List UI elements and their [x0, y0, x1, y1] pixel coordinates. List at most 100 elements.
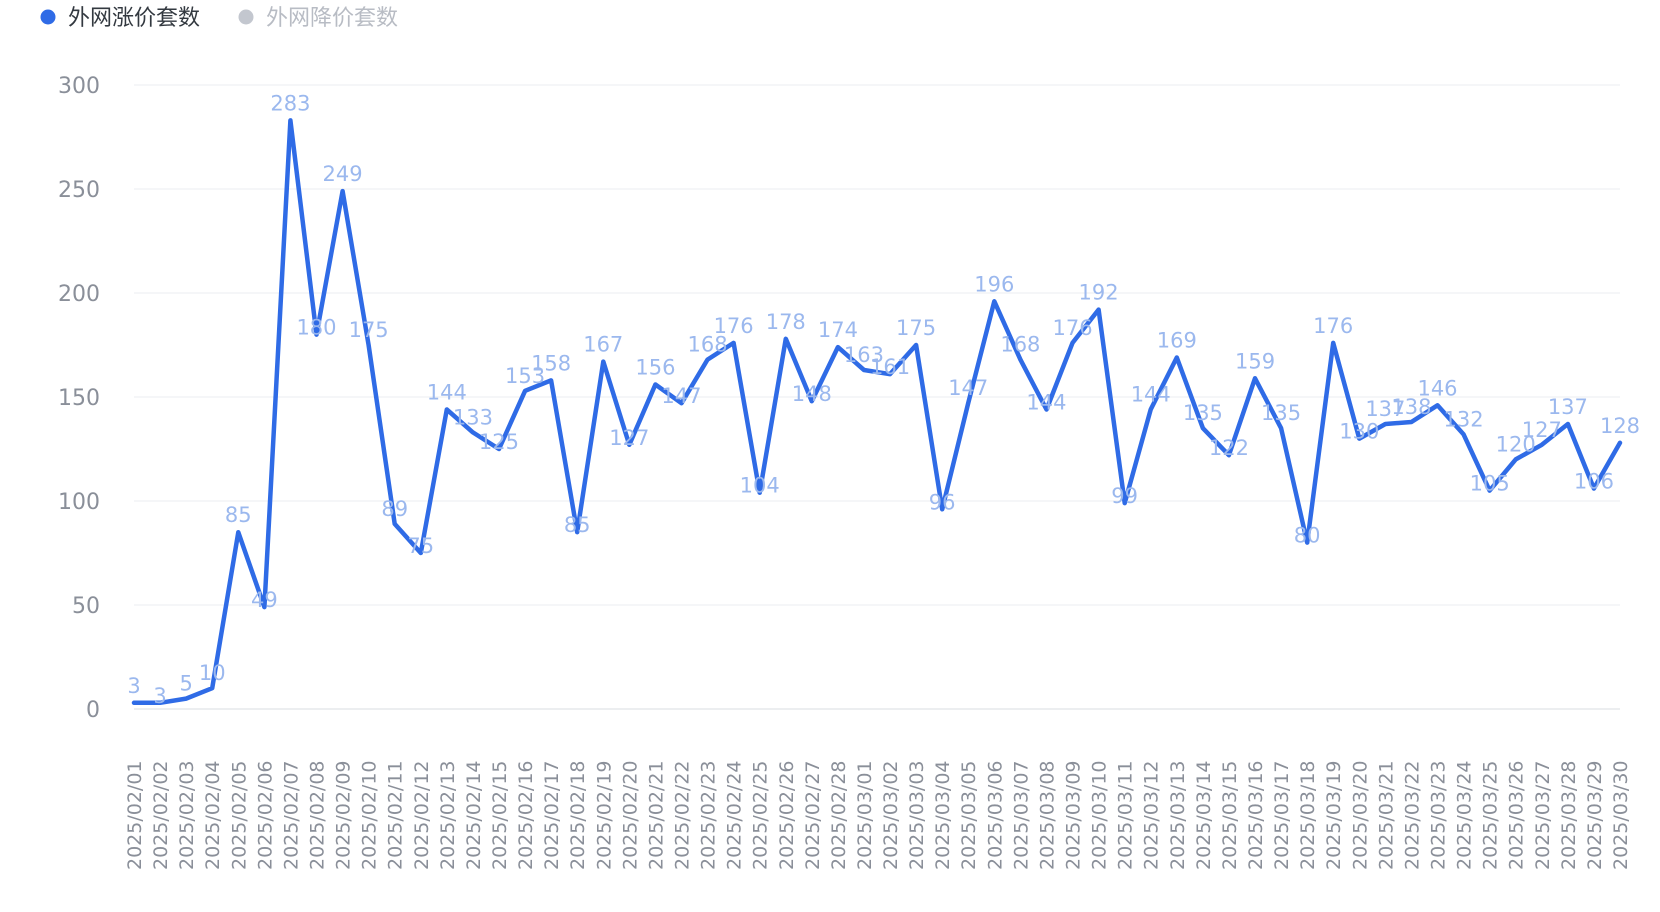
data-label-17: 85 — [564, 513, 591, 537]
data-label-13: 133 — [453, 405, 493, 429]
x-tick-label-28: 2025/03/01 — [854, 760, 876, 870]
x-tick-label-33: 2025/03/06 — [984, 760, 1006, 870]
data-label-4: 85 — [225, 503, 252, 527]
x-tick-label-41: 2025/03/14 — [1193, 760, 1215, 870]
legend[interactable]: 外网涨价套数 外网降价套数 — [40, 6, 399, 31]
data-label-37: 192 — [1079, 281, 1119, 305]
x-tick-label-45: 2025/03/18 — [1297, 760, 1319, 870]
data-label-55: 137 — [1548, 395, 1588, 419]
x-tick-label-55: 2025/03/28 — [1558, 760, 1580, 870]
x-tick-label-49: 2025/03/22 — [1401, 760, 1423, 870]
x-tick-label-11: 2025/02/12 — [411, 760, 433, 870]
data-label-2: 5 — [179, 672, 192, 696]
y-tick-label-50: 50 — [72, 594, 100, 619]
y-tick-label-0: 0 — [86, 698, 100, 723]
data-label-27: 174 — [818, 318, 858, 342]
y-tick-label-300: 300 — [58, 74, 100, 99]
data-label-38: 99 — [1111, 484, 1138, 508]
x-tick-label-56: 2025/03/29 — [1584, 760, 1606, 870]
data-label-18: 167 — [583, 333, 623, 357]
data-label-12: 144 — [427, 380, 467, 404]
x-tick-label-13: 2025/02/14 — [463, 760, 485, 870]
x-tick-label-44: 2025/03/17 — [1271, 760, 1293, 870]
x-tick-label-50: 2025/03/23 — [1428, 760, 1450, 870]
data-label-1: 3 — [153, 684, 166, 708]
x-tick-label-42: 2025/03/15 — [1219, 760, 1241, 870]
x-tick-label-48: 2025/03/21 — [1375, 760, 1397, 870]
data-label-14: 125 — [479, 430, 519, 454]
x-tick-label-8: 2025/02/09 — [333, 760, 355, 870]
data-label-45: 80 — [1294, 524, 1321, 548]
x-tick-label-3: 2025/02/04 — [202, 760, 224, 870]
x-axis: 2025/02/01 2025/02/02 2025/02/03 2025/02/04… — [124, 760, 1632, 870]
data-label-53: 120 — [1496, 432, 1536, 456]
legend-label-0[interactable]: 外网涨价套数 — [68, 6, 200, 31]
x-tick-label-51: 2025/03/24 — [1454, 760, 1476, 870]
data-label-54: 127 — [1522, 418, 1562, 442]
x-tick-label-54: 2025/03/27 — [1532, 760, 1554, 870]
x-tick-label-10: 2025/02/11 — [385, 760, 407, 870]
x-tick-label-39: 2025/03/12 — [1141, 760, 1163, 870]
x-tick-label-0: 2025/02/01 — [124, 760, 146, 870]
data-label-25: 178 — [766, 310, 806, 334]
x-tick-label-22: 2025/02/23 — [698, 760, 720, 870]
data-label-5: 49 — [251, 588, 278, 612]
x-tick-label-15: 2025/02/16 — [515, 760, 537, 870]
data-label-46: 176 — [1313, 314, 1353, 338]
data-label-56: 106 — [1574, 470, 1614, 494]
data-label-0: 3 — [127, 674, 140, 698]
x-tick-label-34: 2025/03/07 — [1010, 760, 1032, 870]
x-tick-label-26: 2025/02/27 — [802, 760, 824, 870]
x-tick-label-53: 2025/03/26 — [1506, 760, 1528, 870]
y-tick-label-250: 250 — [58, 178, 100, 203]
data-label-44: 135 — [1261, 401, 1301, 425]
x-tick-label-18: 2025/02/19 — [593, 760, 615, 870]
data-label-40: 169 — [1157, 328, 1197, 352]
series-layer — [131, 118, 1623, 706]
x-tick-label-2: 2025/02/03 — [176, 760, 198, 870]
x-tick-label-17: 2025/02/18 — [567, 760, 589, 870]
x-tick-label-25: 2025/02/26 — [776, 760, 798, 870]
x-tick-label-16: 2025/02/17 — [541, 760, 563, 870]
data-label-10: 89 — [381, 497, 408, 521]
series-line — [131, 118, 1623, 706]
x-tick-label-36: 2025/03/09 — [1063, 760, 1085, 870]
x-tick-label-21: 2025/02/22 — [671, 760, 693, 870]
legend-marker-0[interactable] — [40, 9, 56, 25]
x-tick-label-46: 2025/03/19 — [1323, 760, 1345, 870]
x-tick-label-12: 2025/02/13 — [437, 760, 459, 870]
data-labels: 3 35 1085492831802491758975144133125153158… — [127, 91, 1640, 707]
data-label-31: 96 — [929, 490, 956, 514]
x-tick-label-1: 2025/02/02 — [150, 760, 172, 870]
data-label-33: 196 — [974, 272, 1014, 296]
data-label-28: 163 — [844, 343, 884, 367]
grid-lines — [134, 84, 1620, 710]
y-axis: 0 50 100 150 200 250 300 — [58, 74, 100, 723]
data-label-23: 176 — [714, 314, 754, 338]
x-tick-label-37: 2025/03/10 — [1089, 760, 1111, 870]
data-label-42: 122 — [1209, 436, 1249, 460]
x-tick-label-7: 2025/02/08 — [306, 760, 328, 870]
y-tick-label-100: 100 — [58, 490, 100, 515]
data-label-34: 168 — [1000, 333, 1040, 357]
x-tick-label-40: 2025/03/13 — [1167, 760, 1189, 870]
x-tick-label-6: 2025/02/07 — [280, 760, 302, 870]
data-label-11: 75 — [407, 534, 434, 558]
data-label-19: 127 — [609, 426, 649, 450]
x-tick-label-43: 2025/03/16 — [1245, 760, 1267, 870]
data-label-7: 180 — [296, 316, 336, 340]
data-label-43: 159 — [1235, 349, 1275, 373]
data-label-41: 135 — [1183, 401, 1223, 425]
x-tick-label-57: 2025/03/30 — [1610, 760, 1632, 870]
legend-marker-1[interactable] — [238, 9, 254, 25]
x-tick-label-52: 2025/03/25 — [1480, 760, 1502, 870]
y-tick-label-150: 150 — [58, 386, 100, 411]
x-tick-label-23: 2025/02/24 — [724, 760, 746, 870]
data-label-26: 148 — [792, 382, 832, 406]
x-tick-label-19: 2025/02/20 — [619, 760, 641, 870]
data-label-57: 128 — [1600, 414, 1640, 438]
legend-label-1[interactable]: 外网降价套数 — [266, 6, 398, 31]
data-label-39: 144 — [1131, 382, 1171, 406]
data-label-47: 130 — [1339, 420, 1379, 444]
